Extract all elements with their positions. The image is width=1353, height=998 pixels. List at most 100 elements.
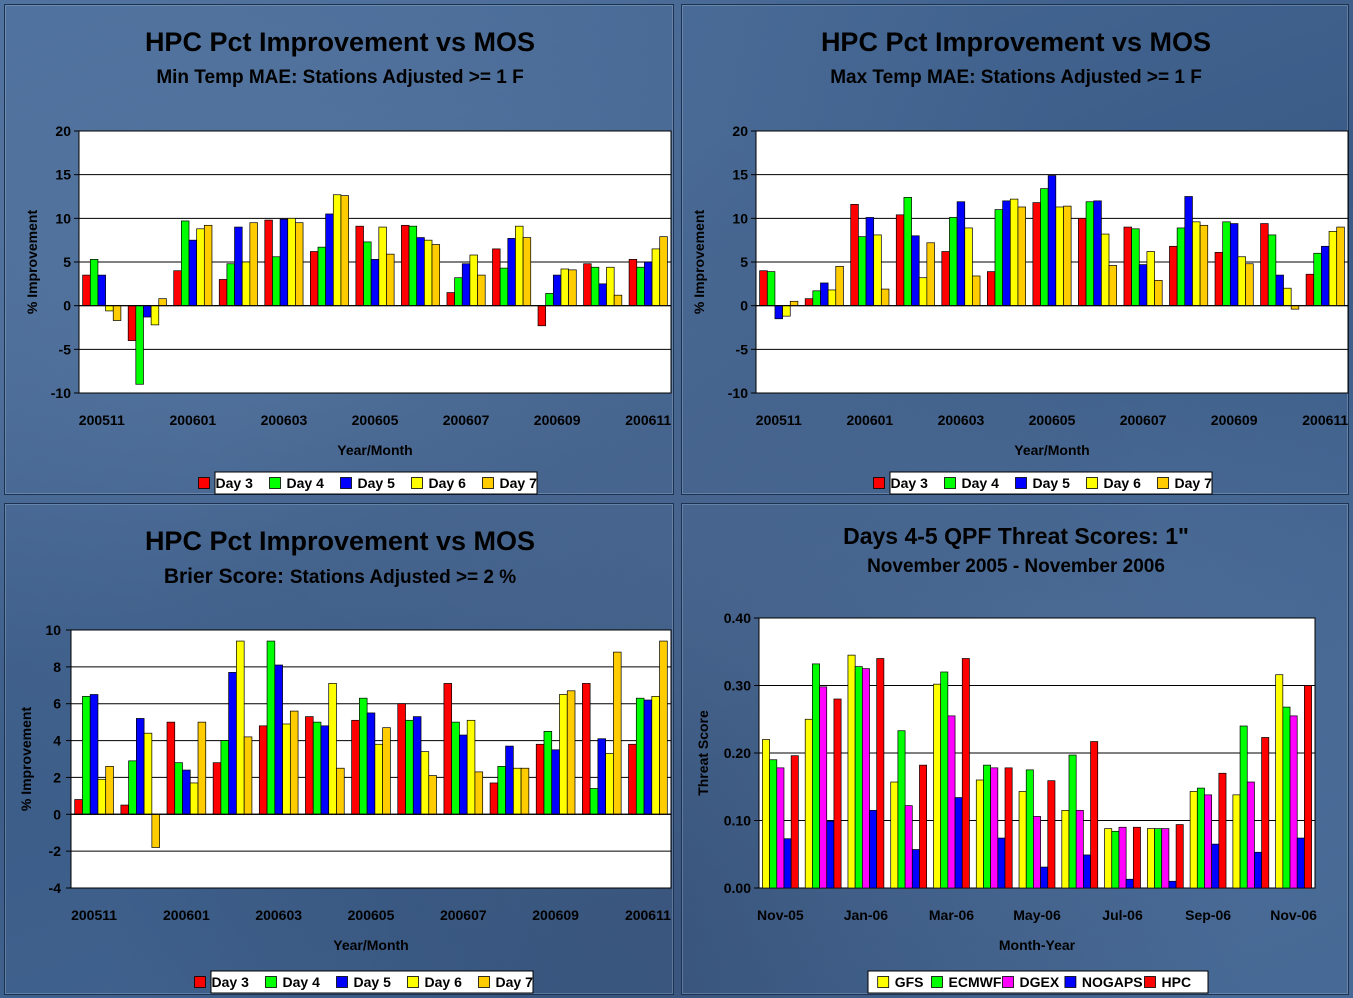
bar-day-7-200609 [568, 269, 577, 307]
chart-subtitle: Max Temp MAE: Stations Adjusted >= 1 F [830, 67, 1202, 88]
y-tick-label: 4 [53, 733, 61, 749]
bar-day-3-200608 [1169, 245, 1178, 307]
bar-day-5-200512 [820, 282, 829, 307]
bar-day-5-200601 [865, 217, 875, 307]
bar-day-3-200511 [82, 274, 91, 307]
bar-day-6-200608 [515, 225, 524, 307]
bar-day-6-200604 [328, 683, 337, 815]
bar-day-5-200605 [370, 259, 380, 307]
legend-swatch-day-6 [411, 477, 423, 489]
bar-hpc-Sep-06 [1218, 772, 1227, 889]
y-tick-label: -5 [59, 341, 72, 357]
bar-day-6-200610 [605, 753, 614, 815]
bar-ecmwf-Apr-06 [983, 764, 991, 889]
bar-day-3-200608 [489, 782, 499, 815]
x-tick-label: 200511 [756, 412, 802, 428]
legend-label-day-6: Day 6 [1104, 475, 1142, 491]
bar-day-7-200606 [428, 775, 437, 815]
bar-day-4-200606 [1085, 201, 1095, 307]
chart-subtitle: November 2005 - November 2006 [867, 556, 1165, 577]
bar-nogaps-Jun-06 [1083, 854, 1091, 889]
x-axis-label: Year/Month [337, 442, 412, 458]
bar-day-3-200607 [1123, 226, 1132, 307]
bar-day-4-200611 [635, 697, 645, 815]
bar-gfs-Apr-06 [975, 779, 984, 889]
bar-day-6-200611 [1328, 231, 1338, 307]
bar-day-5-200604 [320, 725, 330, 815]
bar-day-3-200603 [264, 219, 273, 307]
bar-day-6-200610 [1283, 287, 1292, 307]
bar-gfs-Oct-06 [1232, 794, 1241, 889]
bar-day-6-200611 [651, 695, 660, 815]
bar-day-5-200607 [459, 734, 468, 815]
bar-nogaps-Dec-05 [826, 820, 835, 889]
bar-day-5-200511 [89, 694, 99, 815]
bar-day-4-200607 [451, 721, 460, 815]
bar-day-3-200608 [492, 248, 501, 307]
bar-day-7-200603 [289, 710, 299, 815]
bar-day-6-200604 [332, 194, 342, 307]
legend-label-day-3: Day 3 [212, 974, 250, 990]
bar-gfs-May-06 [1018, 791, 1027, 889]
bar-hpc-Jun-06 [1090, 741, 1099, 889]
bar-day-7-200601 [880, 288, 890, 307]
bar-day-4-200608 [499, 267, 509, 307]
bar-day-3-200610 [1260, 223, 1269, 307]
bar-day-3-200511 [74, 799, 83, 815]
y-tick-label: 0.10 [724, 813, 751, 829]
bar-day-7-200610 [613, 294, 623, 307]
bar-day-5-200511 [774, 305, 783, 320]
bar-day-3-200611 [1305, 273, 1315, 307]
bar-ecmwf-May-06 [1025, 769, 1034, 889]
bar-nogaps-Aug-06 [1168, 880, 1177, 889]
bar-day-6-200606 [1101, 233, 1110, 307]
y-tick-label: -10 [728, 385, 748, 401]
chart-subtitle-prefix: Brier Score: [164, 565, 290, 588]
bar-day-7-200610 [613, 651, 622, 815]
bar-day-7-200511 [112, 305, 122, 321]
bar-day-7-200606 [431, 244, 441, 307]
bar-day-4-200601 [858, 236, 867, 307]
legend-swatch-day-3 [873, 477, 885, 489]
x-tick-label: 200605 [348, 907, 395, 923]
bar-day-5-200610 [597, 738, 606, 815]
x-tick-label: 200601 [163, 907, 210, 923]
bar-nogaps-Feb-06 [911, 849, 920, 889]
bar-day-5-200604 [1002, 200, 1011, 307]
bar-day-5-200512 [143, 305, 152, 318]
bar-hpc-Jan-06 [876, 658, 885, 889]
bar-day-3-200606 [401, 224, 410, 307]
bar-day-6-200512 [143, 732, 153, 815]
bar-hpc-Nov-05 [790, 755, 799, 889]
chart-panel-max-temp: HPC Pct Improvement vs MOS Max Temp MAE: … [681, 4, 1349, 495]
x-tick-label: May-06 [1013, 907, 1061, 923]
bar-dgex-Apr-06 [990, 767, 999, 889]
bar-dgex-Nov-06 [1289, 715, 1298, 889]
bar-day-6-200605 [374, 743, 383, 815]
bar-day-7-200611 [1336, 226, 1345, 307]
bar-day-7-200607 [477, 274, 486, 307]
bar-day-4-200602 [903, 197, 912, 307]
bar-day-6-200512 [150, 305, 160, 326]
legend-swatch-day-5 [340, 477, 352, 489]
y-tick-label: 10 [732, 210, 748, 226]
y-tick-label: 15 [55, 167, 71, 183]
bar-day-4-200609 [543, 731, 553, 815]
x-tick-label: 200511 [79, 412, 125, 428]
legend-swatch-day-3 [198, 477, 210, 489]
bar-day-3-200511 [759, 270, 768, 307]
bar-day-4-200604 [312, 721, 322, 815]
chart-title: Days 4-5 QPF Threat Scores: 1" [843, 523, 1189, 549]
bar-day-3-200603 [258, 725, 268, 815]
x-axis-label: Month-Year [999, 937, 1076, 953]
bar-ecmwf-Jan-06 [854, 666, 863, 889]
bar-dgex-Sep-06 [1204, 794, 1213, 889]
x-tick-label: 200611 [625, 907, 671, 923]
chart-title: HPC Pct Improvement vs MOS [145, 27, 535, 57]
x-tick-label: Nov-06 [1270, 907, 1317, 923]
bar-day-7-200607 [1154, 279, 1163, 307]
bar-day-3-200606 [1078, 217, 1087, 307]
bar-day-3-200603 [941, 251, 950, 307]
legend-label-dgex: DGEX [1020, 974, 1060, 990]
bar-day-4-200512 [135, 305, 144, 385]
